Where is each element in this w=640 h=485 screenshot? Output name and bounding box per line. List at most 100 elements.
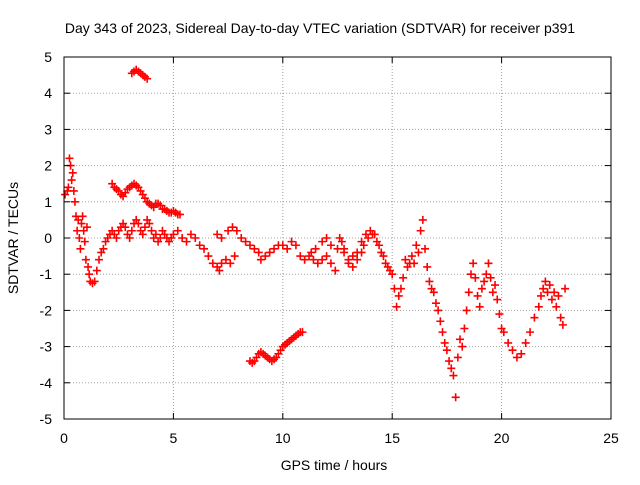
data-point bbox=[99, 244, 108, 253]
data-point bbox=[318, 255, 327, 264]
data-point bbox=[440, 338, 449, 347]
data-point bbox=[270, 244, 279, 253]
data-point bbox=[456, 335, 465, 344]
data-point bbox=[386, 266, 395, 275]
data-point bbox=[517, 349, 526, 358]
x-axis-label: GPS time / hours bbox=[281, 457, 388, 473]
data-point bbox=[536, 291, 545, 300]
series-main bbox=[61, 154, 570, 402]
y-tick-label: 4 bbox=[44, 85, 52, 101]
data-point bbox=[348, 262, 357, 271]
data-point bbox=[241, 237, 250, 246]
data-point bbox=[217, 234, 226, 242]
data-point bbox=[499, 328, 508, 337]
data-point bbox=[469, 259, 478, 268]
data-point bbox=[85, 270, 94, 279]
data-point bbox=[230, 252, 239, 261]
data-point bbox=[151, 230, 160, 239]
data-point bbox=[134, 219, 143, 228]
data-point bbox=[81, 255, 90, 264]
data-point bbox=[232, 226, 241, 235]
y-tick-label: 0 bbox=[44, 230, 52, 246]
data-point bbox=[307, 248, 316, 257]
series-low-arc bbox=[245, 328, 307, 367]
data-point bbox=[547, 295, 556, 304]
y-tick-label: -1 bbox=[40, 266, 53, 282]
data-point bbox=[521, 338, 530, 347]
x-tick-label: 20 bbox=[494, 430, 510, 446]
data-point bbox=[368, 230, 377, 239]
data-point bbox=[449, 371, 458, 380]
data-point bbox=[300, 255, 309, 264]
data-point bbox=[466, 270, 475, 279]
data-point bbox=[381, 259, 390, 268]
data-point bbox=[298, 328, 307, 337]
data-point bbox=[173, 226, 182, 235]
data-point bbox=[265, 248, 274, 257]
data-point bbox=[451, 393, 460, 402]
x-tick-label: 25 bbox=[603, 430, 619, 446]
data-point bbox=[92, 266, 101, 275]
data-point bbox=[545, 281, 554, 290]
data-point bbox=[421, 244, 430, 253]
data-point bbox=[80, 237, 89, 246]
data-point bbox=[410, 259, 419, 268]
data-point bbox=[504, 338, 513, 347]
data-point bbox=[291, 241, 300, 250]
y-tick-label: -5 bbox=[40, 411, 53, 427]
data-point bbox=[471, 273, 480, 282]
data-point bbox=[482, 270, 491, 279]
data-point bbox=[357, 248, 366, 257]
data-point bbox=[445, 357, 454, 366]
data-point bbox=[541, 277, 550, 286]
data-point bbox=[125, 234, 134, 242]
data-point bbox=[473, 291, 482, 300]
data-point bbox=[75, 234, 84, 242]
data-point bbox=[412, 241, 421, 250]
y-tick-label: -2 bbox=[40, 302, 53, 318]
data-point bbox=[226, 259, 235, 268]
data-point bbox=[178, 234, 187, 242]
data-point bbox=[64, 183, 73, 192]
data-point bbox=[423, 262, 432, 271]
data-point bbox=[204, 252, 213, 261]
data-point bbox=[256, 255, 265, 264]
data-point bbox=[464, 288, 473, 297]
data-point bbox=[186, 230, 195, 239]
y-tick-label: -4 bbox=[40, 375, 53, 391]
data-point bbox=[344, 259, 353, 268]
data-point bbox=[213, 230, 222, 239]
data-point bbox=[191, 234, 200, 242]
data-point bbox=[396, 284, 405, 293]
data-point bbox=[68, 168, 77, 177]
data-point bbox=[475, 302, 484, 311]
tick-layer bbox=[63, 56, 612, 420]
data-point bbox=[121, 223, 130, 232]
data-point bbox=[138, 230, 147, 239]
data-point bbox=[442, 346, 451, 355]
data-point bbox=[353, 255, 362, 264]
data-point bbox=[372, 237, 381, 246]
data-point bbox=[140, 223, 149, 232]
data-point bbox=[147, 226, 156, 235]
y-tick-label: 5 bbox=[44, 49, 52, 65]
data-point bbox=[254, 248, 263, 257]
data-point bbox=[550, 288, 559, 297]
x-tick-label: 10 bbox=[275, 430, 291, 446]
data-point bbox=[182, 237, 191, 246]
data-point bbox=[414, 248, 423, 257]
data-point bbox=[438, 328, 447, 337]
marker-layer bbox=[61, 65, 570, 402]
data-point bbox=[245, 241, 254, 250]
data-point bbox=[237, 234, 246, 242]
data-point bbox=[561, 284, 570, 293]
data-point bbox=[480, 277, 489, 286]
data-point bbox=[313, 259, 322, 268]
data-point bbox=[283, 244, 292, 253]
data-point bbox=[340, 248, 349, 257]
data-point bbox=[508, 346, 517, 355]
data-point bbox=[526, 328, 535, 337]
data-point bbox=[434, 306, 443, 315]
